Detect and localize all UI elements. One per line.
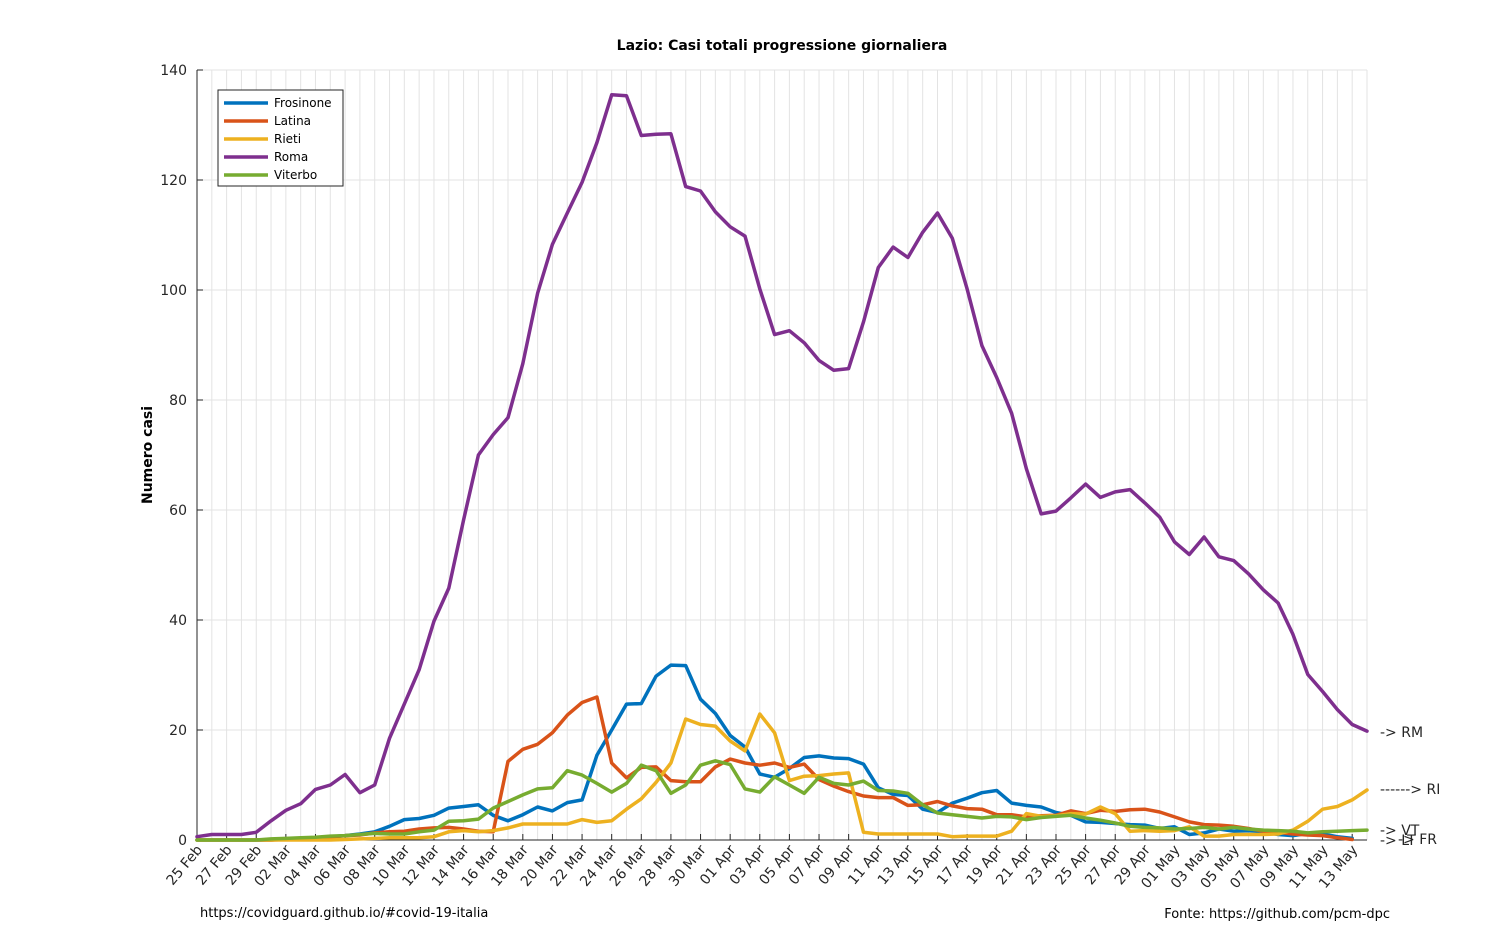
legend-label-rieti: Rieti xyxy=(274,132,301,146)
y-tick-label: 120 xyxy=(160,173,187,189)
y-tick-label: 60 xyxy=(169,503,187,519)
end-label-frosinone: -> FR xyxy=(1398,832,1437,848)
y-tick-label: 100 xyxy=(160,283,187,299)
legend-label-roma: Roma xyxy=(274,150,308,164)
footer-data-source: Fonte: https://github.com/pcm-dpc xyxy=(1164,907,1390,922)
y-tick-label: 0 xyxy=(178,833,187,849)
series-line-rieti xyxy=(195,712,1369,842)
y-axis-label: Numero casi xyxy=(140,406,156,504)
end-label-roma: -> RM xyxy=(1380,725,1423,741)
y-tick-label: 40 xyxy=(169,613,187,629)
series-line-viterbo xyxy=(195,759,1369,842)
y-tick-label: 80 xyxy=(169,393,187,409)
y-tick-label: 20 xyxy=(169,723,187,739)
chart-title: Lazio: Casi totali progressione giornali… xyxy=(617,38,948,54)
end-label-latina: -> LT xyxy=(1380,833,1416,849)
legend-label-frosinone: Frosinone xyxy=(274,96,332,110)
series-line-roma xyxy=(195,93,1369,839)
series-layer xyxy=(195,93,1369,842)
end-label-rieti: ------> RI xyxy=(1380,782,1440,798)
y-tick-label: 140 xyxy=(160,63,187,79)
end-label-viterbo: -> VT xyxy=(1380,823,1420,839)
legend-label-viterbo: Viterbo xyxy=(274,168,317,182)
series-line-latina xyxy=(195,695,1354,842)
legend: Frosinone Latina Rieti Roma Viterbo xyxy=(217,89,344,187)
series-end-labels: -> FR-> LT ------> RI -> RM -> VT xyxy=(1380,725,1440,849)
legend-label-latina: Latina xyxy=(274,114,311,128)
footer-source-url: https://covidguard.github.io/#covid-19-i… xyxy=(200,906,489,921)
